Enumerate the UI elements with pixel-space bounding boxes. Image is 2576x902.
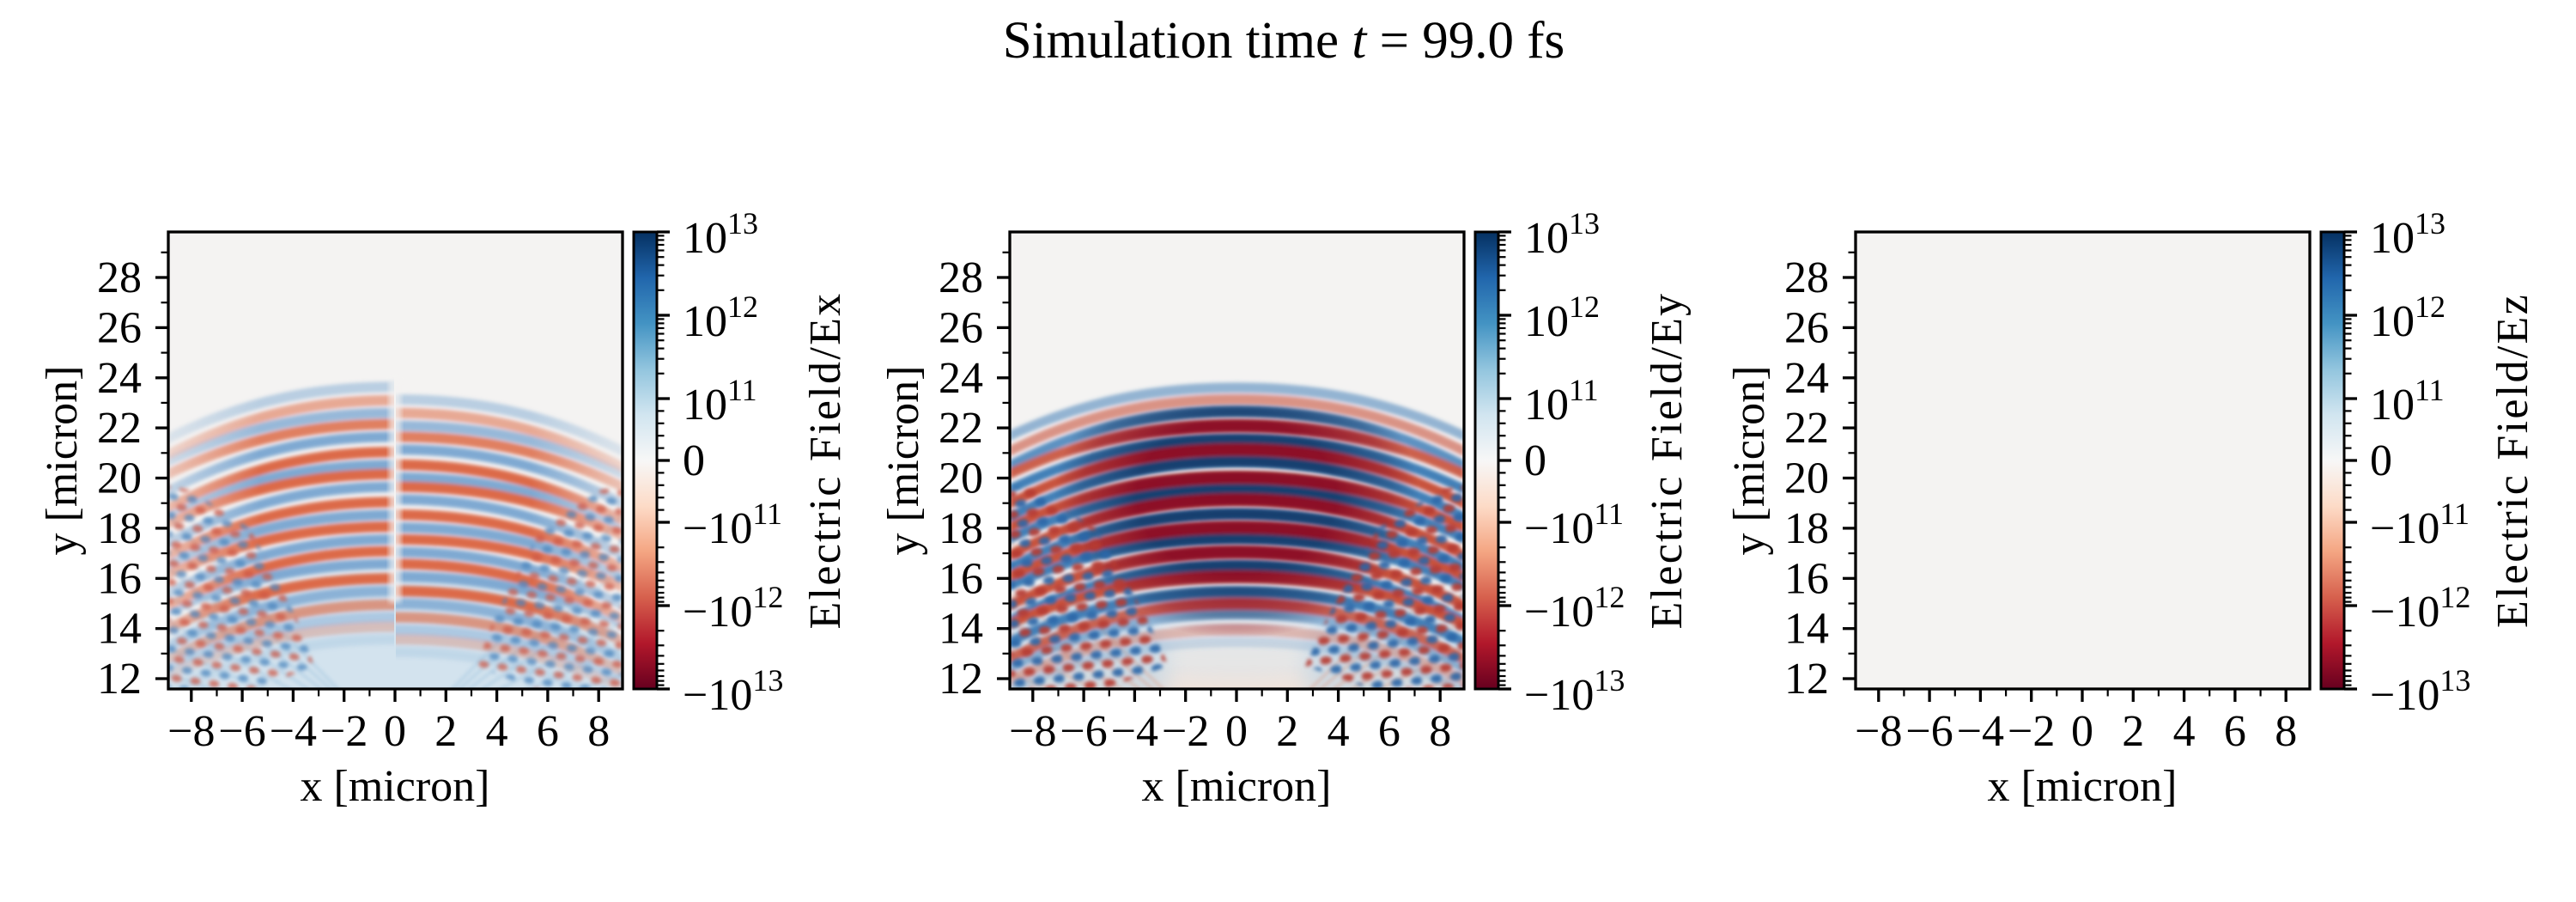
svg-text:1011: 1011 [1524,373,1599,430]
svg-text:−1013: −1013 [2370,663,2470,720]
svg-text:14: 14 [1784,605,1829,654]
svg-text:−8: −8 [1855,707,1902,756]
svg-text:0: 0 [1225,707,1248,756]
svg-text:12: 12 [1784,655,1829,704]
svg-text:18: 18 [97,504,142,553]
svg-text:Electric Field/Ez: Electric Field/Ez [2488,293,2537,628]
svg-text:8: 8 [2275,707,2297,756]
svg-text:y [micron]: y [micron] [1725,366,1774,556]
svg-text:−4: −4 [1111,707,1158,756]
svg-text:−4: −4 [1957,707,2004,756]
svg-text:Electric Field/Ey: Electric Field/Ey [1643,292,1692,630]
svg-text:14: 14 [97,605,142,654]
svg-text:x [micron]: x [micron] [1142,762,1332,811]
svg-text:14: 14 [939,605,983,654]
svg-text:4: 4 [1327,707,1350,756]
svg-text:8: 8 [587,707,610,756]
svg-text:28: 28 [939,253,983,302]
svg-text:x [micron]: x [micron] [301,762,490,811]
svg-text:−6: −6 [218,707,265,756]
svg-text:18: 18 [939,504,983,553]
svg-text:28: 28 [97,253,142,302]
svg-text:0: 0 [384,707,406,756]
svg-text:−8: −8 [167,707,215,756]
svg-text:Simulation time t = 99.0 fs: Simulation time t = 99.0 fs [1003,12,1565,70]
svg-text:12: 12 [939,655,983,704]
svg-text:y [micron]: y [micron] [38,366,87,556]
svg-text:20: 20 [97,454,142,503]
svg-text:22: 22 [939,404,983,453]
svg-text:16: 16 [97,554,142,603]
svg-text:1011: 1011 [683,373,757,430]
svg-text:6: 6 [1378,707,1400,756]
svg-text:20: 20 [1784,454,1829,503]
svg-text:22: 22 [1784,404,1829,453]
svg-text:24: 24 [1784,354,1829,403]
svg-text:28: 28 [1784,253,1829,302]
svg-text:Electric Field/Ex: Electric Field/Ex [801,292,850,630]
svg-text:8: 8 [1429,707,1451,756]
svg-text:24: 24 [97,354,142,403]
svg-text:4: 4 [486,707,508,756]
svg-text:0: 0 [2071,707,2093,756]
svg-text:22: 22 [97,404,142,453]
svg-text:18: 18 [1784,504,1829,553]
svg-text:12: 12 [97,655,142,704]
svg-text:16: 16 [1784,554,1829,603]
svg-text:0: 0 [1524,436,1546,485]
svg-text:26: 26 [97,303,142,352]
svg-text:y [micron]: y [micron] [879,366,928,556]
svg-text:−8: −8 [1009,707,1056,756]
svg-text:20: 20 [939,454,983,503]
svg-text:2: 2 [1276,707,1298,756]
svg-text:24: 24 [939,354,983,403]
svg-text:16: 16 [939,554,983,603]
svg-text:−2: −2 [2008,707,2055,756]
svg-text:−6: −6 [1060,707,1107,756]
svg-text:0: 0 [2370,436,2392,485]
svg-text:26: 26 [939,303,983,352]
svg-text:−2: −2 [320,707,368,756]
svg-text:x [micron]: x [micron] [1988,762,2178,811]
svg-text:−2: −2 [1162,707,1209,756]
svg-text:1012: 1012 [683,289,758,346]
svg-text:−4: −4 [270,707,317,756]
svg-text:4: 4 [2173,707,2196,756]
svg-text:0: 0 [683,436,705,485]
svg-text:2: 2 [434,707,457,756]
svg-text:6: 6 [537,707,559,756]
svg-text:26: 26 [1784,303,1829,352]
svg-text:2: 2 [2122,707,2144,756]
svg-text:6: 6 [2224,707,2246,756]
svg-text:−6: −6 [1905,707,1953,756]
